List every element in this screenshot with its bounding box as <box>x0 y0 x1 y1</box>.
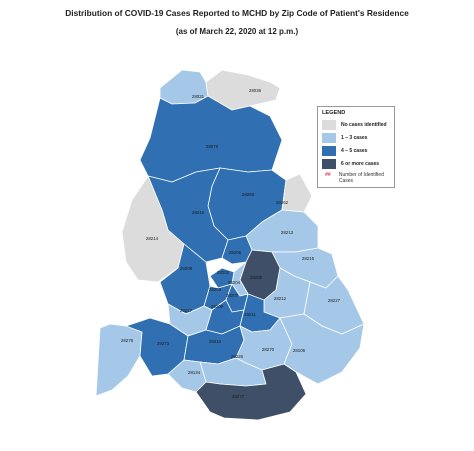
zip-label-28210: 28210 <box>209 339 222 344</box>
zip-label-28209: 28209 <box>211 304 224 309</box>
zip-label-28203: 28203 <box>209 287 222 292</box>
zip-label-28217: 28217 <box>180 308 193 313</box>
legend-title: LEGEND <box>322 110 346 116</box>
zip-area-28277 <box>195 363 307 421</box>
zip-label-28216: 28216 <box>192 210 205 215</box>
zip-label-28206: 28206 <box>229 250 242 255</box>
legend-swatch-high <box>322 159 336 169</box>
zip-label-28278: 28278 <box>121 338 134 343</box>
zip-label-28204: 28204 <box>228 280 241 285</box>
zip-area-28105 <box>279 313 365 385</box>
zip-label-28269: 28269 <box>242 192 255 197</box>
zip-label-28211: 28211 <box>244 312 256 317</box>
zip-area-28278 <box>95 323 143 397</box>
zip-label-28105: 28105 <box>293 348 306 353</box>
map-subtitle: (as of March 22, 2020 at 12 p.m.) <box>175 27 299 36</box>
legend-label-low: 1 – 3 cases <box>341 135 368 141</box>
legend-item-mid: 4 – 5 cases <box>322 146 390 156</box>
legend-swatch-mid <box>322 146 336 156</box>
legend-label-mid: 4 – 5 cases <box>341 148 368 154</box>
zip-label-28213: 28213 <box>281 230 294 235</box>
zip-label-28207: 28207 <box>226 293 239 298</box>
legend-note-text: Number of Identified Cases <box>338 172 384 184</box>
zip-label-28078: 28078 <box>206 144 219 149</box>
zip-label-28226: 28226 <box>231 354 244 359</box>
zip-label-28208: 28208 <box>180 266 193 271</box>
zip-label-28134: 28134 <box>188 370 201 375</box>
zip-label-28214: 28214 <box>146 236 159 241</box>
map-legend: LEGEND No cases identified 1 – 3 cases 4… <box>317 106 395 188</box>
legend-swatch-low <box>322 133 336 143</box>
zip-label-28031: 28031 <box>192 94 205 99</box>
map-title: Distribution of COVID-19 Cases Reported … <box>65 8 409 18</box>
legend-label-high: 6 or more cases <box>341 161 380 167</box>
zip-label-28227: 28227 <box>328 298 341 303</box>
zip-label-28215: 28215 <box>302 256 315 261</box>
zip-label-28212: 28212 <box>274 296 287 301</box>
zip-label-28270: 28270 <box>262 347 275 352</box>
legend-note: ## Number of Identified Cases <box>322 172 390 184</box>
legend-item-none: No cases identified <box>322 120 390 130</box>
zip-label-28036: 28036 <box>249 88 262 93</box>
legend-item-high: 6 or more cases <box>322 159 390 169</box>
zip-label-28273: 28273 <box>157 341 170 346</box>
zip-label-28262: 28262 <box>276 200 289 205</box>
zip-area-28262 <box>271 169 313 213</box>
zip-label-28277: 28277 <box>232 394 245 399</box>
legend-swatch-none <box>322 120 336 130</box>
zip-label-28205: 28205 <box>250 275 263 280</box>
zip-label-28202: 28202 <box>217 270 230 275</box>
legend-note-marker: ## <box>325 172 331 178</box>
legend-label-none: No cases identified <box>341 122 387 128</box>
legend-item-low: 1 – 3 cases <box>322 133 390 143</box>
